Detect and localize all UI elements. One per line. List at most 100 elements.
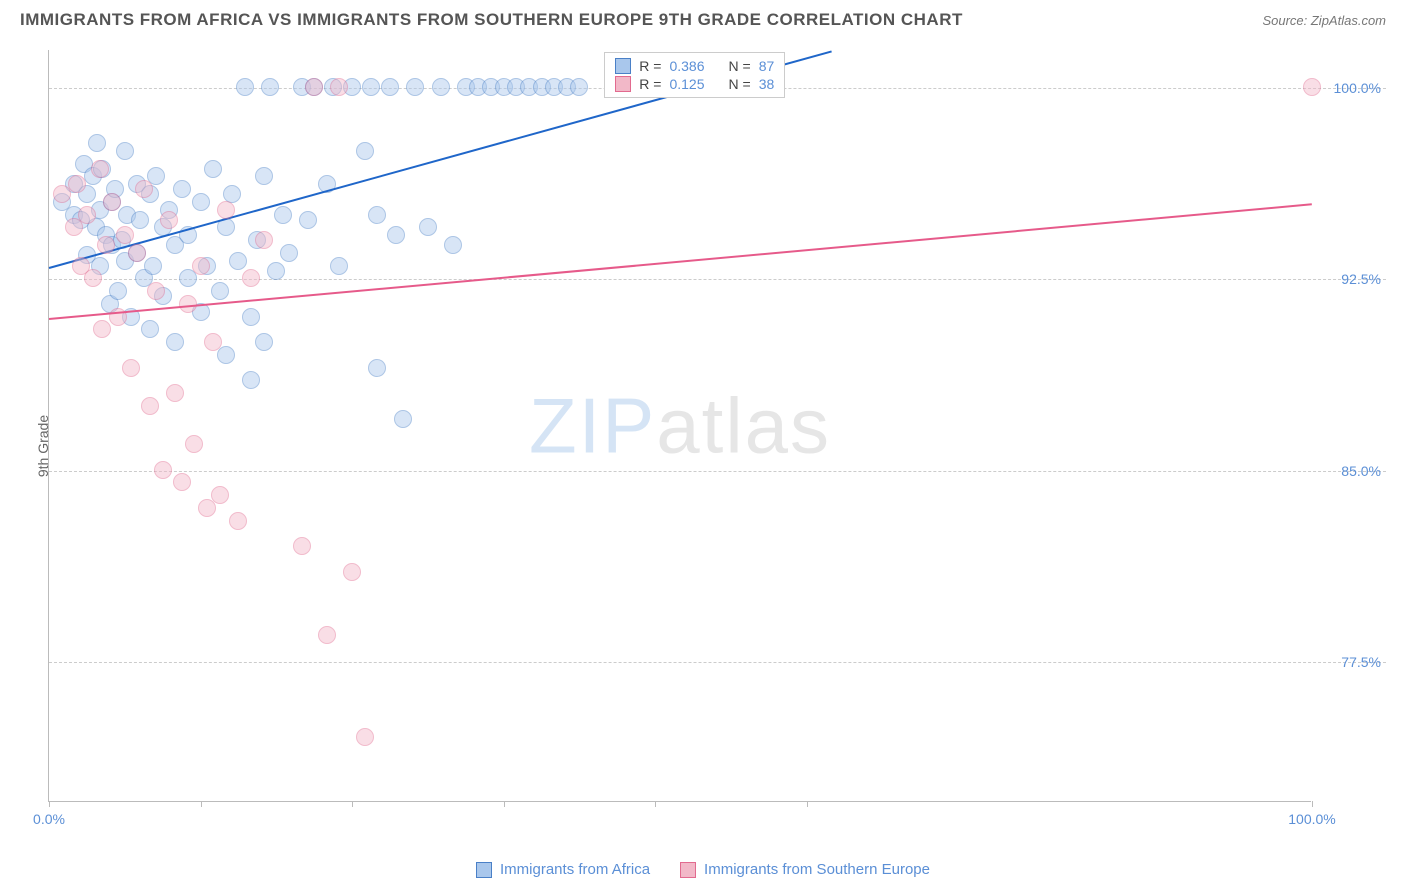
data-point — [1303, 78, 1321, 96]
x-tick-label: 100.0% — [1288, 811, 1335, 827]
data-point — [211, 282, 229, 300]
n-value: 87 — [759, 58, 775, 74]
x-tick — [49, 801, 50, 807]
data-point — [261, 78, 279, 96]
data-point — [368, 359, 386, 377]
data-point — [255, 167, 273, 185]
legend-swatch — [615, 76, 631, 92]
data-point — [192, 193, 210, 211]
data-point — [141, 397, 159, 415]
data-point — [330, 78, 348, 96]
data-point — [406, 78, 424, 96]
data-point — [381, 78, 399, 96]
gridline — [49, 662, 1386, 663]
data-point — [236, 78, 254, 96]
stats-row: R = 0.386 N = 87 — [615, 57, 774, 75]
data-point — [211, 486, 229, 504]
data-point — [242, 308, 260, 326]
plot-area: ZIPatlas R =0.386N =87R = 0.125N =38 77.… — [48, 50, 1311, 802]
data-point — [103, 193, 121, 211]
y-tick-label: 100.0% — [1334, 80, 1381, 96]
data-point — [242, 371, 260, 389]
data-point — [362, 78, 380, 96]
legend-label: Immigrants from Africa — [500, 861, 650, 878]
chart-header: IMMIGRANTS FROM AFRICA VS IMMIGRANTS FRO… — [0, 0, 1406, 38]
x-tick — [807, 801, 808, 807]
x-tick — [201, 801, 202, 807]
x-tick — [1312, 801, 1313, 807]
data-point — [255, 231, 273, 249]
data-point — [84, 269, 102, 287]
legend-swatch — [680, 862, 696, 878]
data-point — [444, 236, 462, 254]
data-point — [109, 282, 127, 300]
data-point — [229, 512, 247, 530]
n-value: 38 — [759, 76, 775, 92]
data-point — [166, 333, 184, 351]
data-point — [299, 211, 317, 229]
r-value: 0.125 — [669, 76, 704, 92]
data-point — [93, 320, 111, 338]
data-point — [141, 320, 159, 338]
data-point — [160, 211, 178, 229]
data-point — [217, 201, 235, 219]
data-point — [173, 180, 191, 198]
data-point — [356, 728, 374, 746]
data-point — [173, 473, 191, 491]
chart-title: IMMIGRANTS FROM AFRICA VS IMMIGRANTS FRO… — [20, 10, 963, 30]
data-point — [166, 384, 184, 402]
x-tick-label: 0.0% — [33, 811, 65, 827]
n-label: N = — [729, 58, 751, 74]
data-point — [229, 252, 247, 270]
data-point — [419, 218, 437, 236]
data-point — [131, 211, 149, 229]
y-tick-label: 85.0% — [1341, 463, 1381, 479]
gridline — [49, 471, 1386, 472]
legend-label: Immigrants from Southern Europe — [704, 861, 930, 878]
data-point — [91, 160, 109, 178]
chart-source: Source: ZipAtlas.com — [1262, 13, 1386, 28]
data-point — [185, 435, 203, 453]
data-point — [116, 142, 134, 160]
stats-box: R = 0.386 N = 87R = 0.125 N = 38 — [604, 52, 785, 98]
chart-container: ZIPatlas R = 0.386 N = 87R = 0.125 N = 38 77.… — [48, 50, 1386, 832]
data-point — [154, 461, 172, 479]
legend-swatch — [476, 862, 492, 878]
data-point — [204, 333, 222, 351]
legend-swatch — [615, 58, 631, 74]
watermark-atlas: atlas — [656, 381, 831, 469]
watermark-zip: ZIP — [529, 381, 656, 469]
data-point — [280, 244, 298, 262]
data-point — [204, 160, 222, 178]
data-point — [368, 206, 386, 224]
x-tick — [655, 801, 656, 807]
data-point — [122, 359, 140, 377]
y-tick-label: 77.5% — [1341, 654, 1381, 670]
data-point — [97, 236, 115, 254]
data-point — [116, 226, 134, 244]
data-point — [330, 257, 348, 275]
data-point — [387, 226, 405, 244]
data-point — [274, 206, 292, 224]
data-point — [192, 257, 210, 275]
data-point — [305, 78, 323, 96]
legend-item: Immigrants from Southern Europe — [680, 861, 930, 878]
r-label: R = — [639, 58, 661, 74]
stats-row: R = 0.125N =38 — [615, 75, 774, 93]
data-point — [343, 563, 361, 581]
data-point — [255, 333, 273, 351]
x-tick — [504, 801, 505, 807]
data-point — [88, 134, 106, 152]
data-point — [570, 78, 588, 96]
data-point — [217, 346, 235, 364]
data-point — [68, 175, 86, 193]
data-point — [135, 180, 153, 198]
data-point — [318, 626, 336, 644]
data-point — [432, 78, 450, 96]
data-point — [293, 537, 311, 555]
data-point — [394, 410, 412, 428]
n-label: N = — [729, 76, 751, 92]
data-point — [242, 269, 260, 287]
data-point — [128, 244, 146, 262]
r-value: 0.386 — [669, 58, 704, 74]
